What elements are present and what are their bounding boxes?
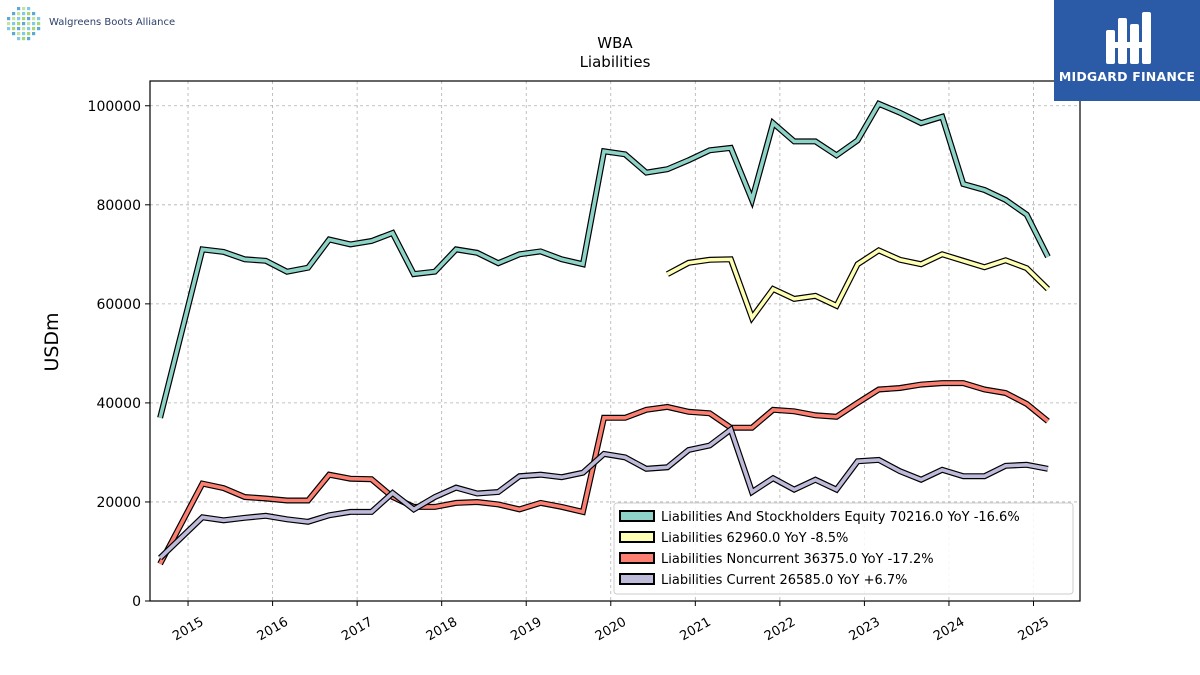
x-tick-label: 2019 (508, 615, 544, 645)
company-logo-text: Walgreens Boots Alliance (49, 17, 176, 28)
legend-swatch (619, 573, 655, 585)
company-logo: Walgreens Boots Alliance (4, 4, 194, 44)
logo-dot (22, 27, 26, 31)
brand-badge: MIDGARD FINANCE (1054, 0, 1200, 101)
x-tick-label: 2024 (931, 615, 967, 645)
legend-swatch (619, 552, 655, 564)
logo-dot (7, 27, 11, 31)
logo-dot (27, 17, 31, 21)
logo-dot (37, 27, 41, 31)
logo-dot (32, 12, 36, 16)
legend-swatch (619, 531, 655, 543)
brand-logo-icon (1106, 12, 1151, 64)
plot-frame (149, 80, 1081, 602)
logo-dot (32, 32, 36, 36)
logo-dot (22, 32, 26, 36)
logo-dot (27, 12, 31, 16)
logo-dot (12, 32, 16, 36)
x-tick-label: 2025 (1016, 615, 1052, 645)
legend-box (613, 502, 1074, 595)
logo-dot (22, 37, 26, 41)
company-logo-mark (7, 7, 41, 41)
x-tick-label: 2021 (677, 615, 713, 645)
logo-dot (22, 17, 26, 21)
x-tick-label: 2020 (593, 615, 629, 645)
legend-swatch (619, 510, 655, 522)
chart-title: WBA (597, 34, 633, 52)
series-line-0 (158, 101, 1050, 419)
x-tick-label: 2016 (255, 615, 291, 645)
logo-dot (17, 17, 21, 21)
logo-dot (22, 7, 26, 11)
logo-dot (17, 22, 21, 26)
series-line-1 (666, 248, 1050, 322)
x-tick-label: 2018 (424, 615, 460, 645)
logo-dot (22, 22, 26, 26)
brand-text: MIDGARD FINANCE (1058, 69, 1196, 84)
logo-dot (32, 27, 36, 31)
logo-dot (22, 12, 26, 16)
series-layer (157, 100, 1051, 566)
logo-dot (37, 22, 41, 26)
y-tick-label: 60000 (96, 297, 141, 313)
logo-dot (17, 32, 21, 36)
logo-dot (27, 32, 31, 36)
legend-entry: Liabilities 62960.0 YoY -8.5% (661, 531, 848, 546)
series-line-3 (158, 426, 1049, 560)
y-tick-label: 40000 (96, 396, 141, 412)
legend-entry: Liabilities Noncurrent 36375.0 YoY -17.2… (661, 552, 934, 567)
y-axis-label: USDm (41, 312, 63, 371)
y-tick-label: 80000 (96, 198, 141, 214)
logo-dot (27, 22, 31, 26)
y-tick-label: 20000 (96, 495, 141, 511)
x-tick-label: 2023 (847, 615, 883, 645)
x-tick-label: 2017 (339, 615, 375, 645)
x-tick-label: 2022 (762, 615, 798, 645)
logo-dot (7, 22, 11, 26)
logo-dot (17, 12, 21, 16)
x-tick-label: 2015 (170, 615, 206, 645)
logo-dot (12, 12, 16, 16)
legend-entry: Liabilities And Stockholders Equity 7021… (661, 510, 1020, 525)
logo-dot (27, 27, 31, 31)
chart-subtitle: Liabilities (580, 53, 651, 71)
logo-dot (32, 22, 36, 26)
logo-dot (12, 27, 16, 31)
logo-dot (27, 37, 31, 41)
logo-dot (12, 22, 16, 26)
logo-dot (17, 37, 21, 41)
y-tick-label: 100000 (88, 99, 141, 115)
logo-dot (37, 17, 41, 21)
series-line-2 (158, 381, 1050, 565)
legend-entry: Liabilities Current 26585.0 YoY +6.7% (661, 573, 908, 588)
logo-dot (17, 7, 21, 11)
logo-dot (12, 17, 16, 21)
logo-dot (27, 7, 31, 11)
y-tick-label: 0 (132, 594, 141, 610)
logo-dot (32, 17, 36, 21)
logo-dot (7, 17, 11, 21)
legend: Liabilities And Stockholders Equity 7021… (613, 502, 1074, 595)
logo-dot (17, 27, 21, 31)
